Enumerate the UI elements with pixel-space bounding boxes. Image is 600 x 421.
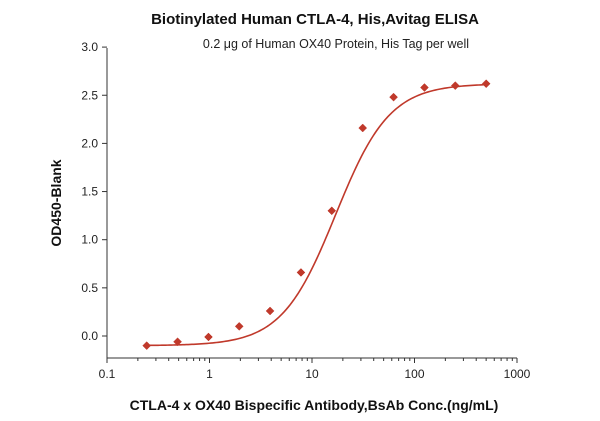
data-point (204, 332, 213, 342)
data-point (142, 341, 152, 350)
y-tick-label: 2.5 (81, 88, 98, 102)
x-tick-label: 1 (206, 367, 213, 381)
data-point (358, 123, 368, 133)
y-tick-label: 1.5 (81, 185, 98, 199)
x-axis-ticks: 0.1 1 10 100 1000 (99, 358, 531, 381)
y-axis-label: OD450-Blank (48, 159, 64, 246)
chart-subtitle: 0.2 μg of Human OX40 Protein, His Tag pe… (203, 37, 469, 51)
chart-title: Biotinylated Human CTLA-4, His,Avitag EL… (151, 11, 479, 28)
y-tick-label: 0.0 (81, 329, 98, 343)
x-tick-label: 10 (305, 367, 319, 381)
data-points (142, 79, 491, 350)
data-point (173, 337, 182, 347)
x-axis-label: CTLA-4 x OX40 Bispecific Antibody,BsAb C… (130, 397, 499, 413)
x-tick-label: 1000 (504, 367, 531, 381)
data-point (265, 306, 275, 316)
data-point (296, 268, 306, 277)
data-point (420, 83, 429, 92)
y-axis-ticks: 0.0 0.5 1.0 1.5 2.0 2.5 3.0 (81, 40, 107, 343)
data-point (327, 206, 337, 216)
x-tick-label: 0.1 (99, 367, 116, 381)
data-point (389, 92, 398, 102)
y-tick-label: 2.0 (81, 136, 98, 150)
y-tick-label: 0.5 (81, 281, 98, 295)
data-point (450, 81, 460, 90)
x-tick-label: 100 (404, 367, 424, 381)
y-tick-label: 1.0 (81, 233, 98, 247)
y-tick-label: 3.0 (81, 40, 98, 54)
data-point (481, 79, 491, 89)
fit-curve (146, 83, 487, 347)
data-point (234, 322, 244, 331)
